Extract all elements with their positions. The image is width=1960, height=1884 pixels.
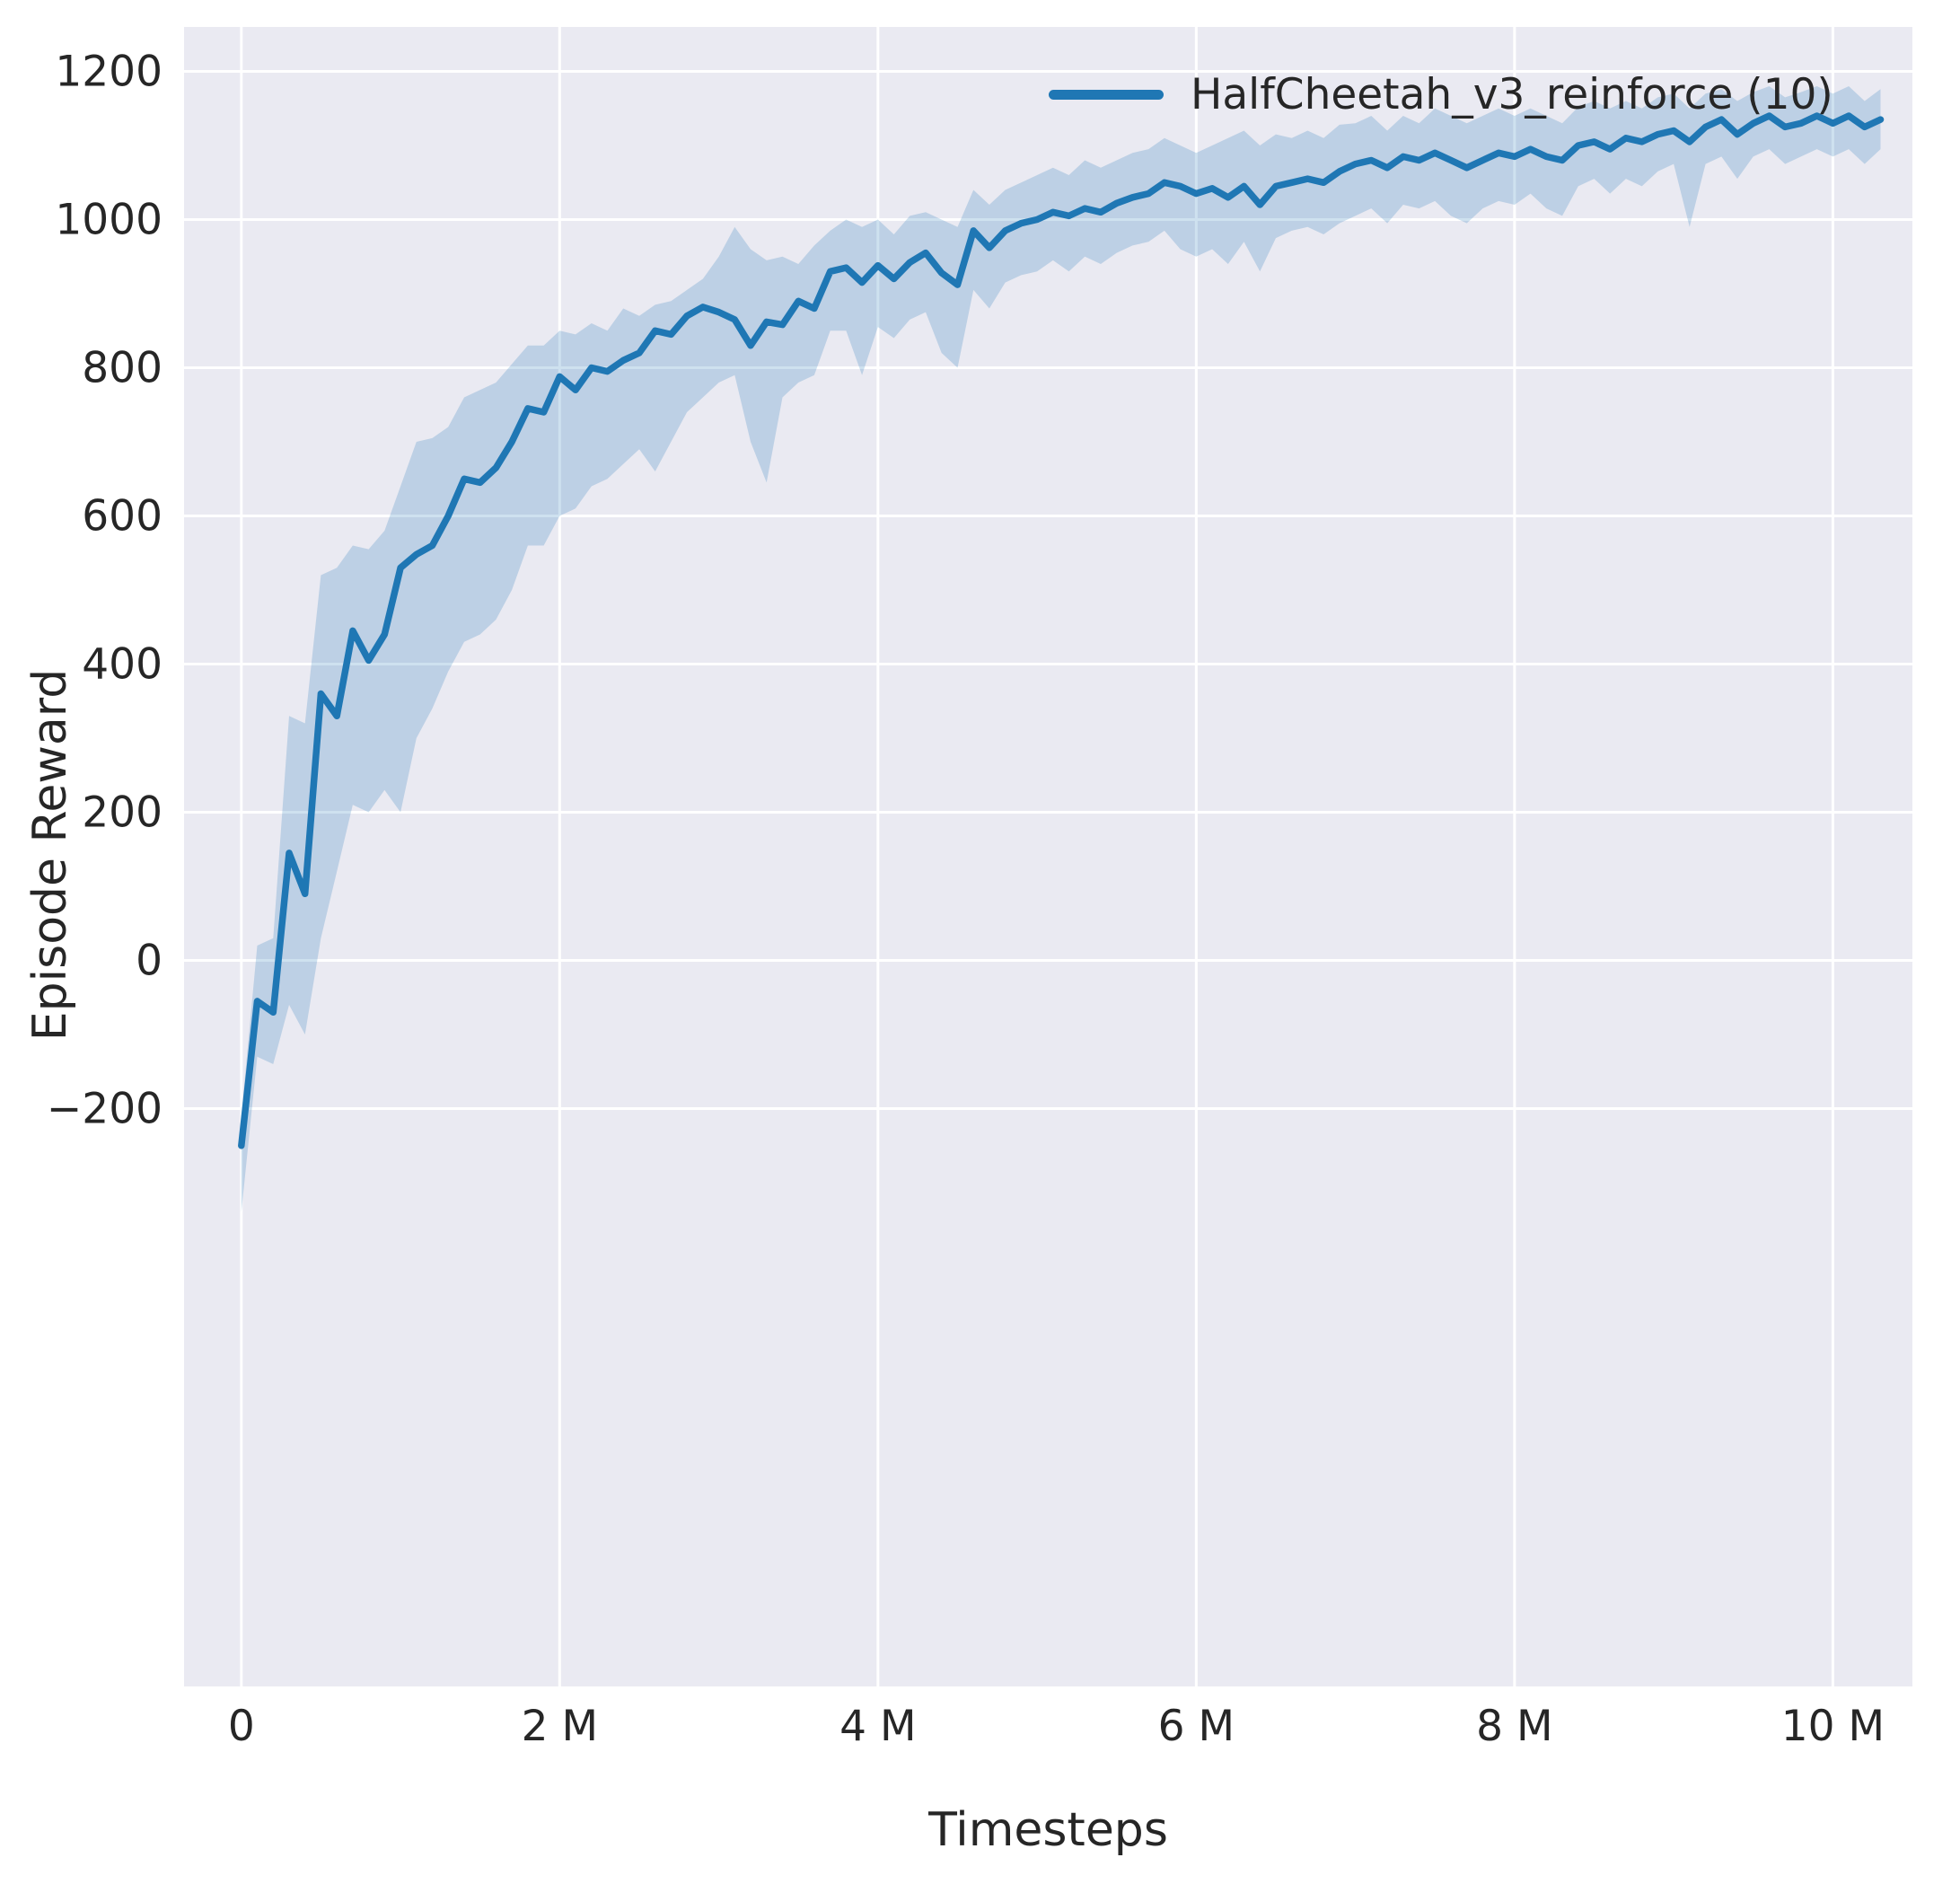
- y-tick-labels: −200 0 200 400 600 800 1000 1200: [47, 48, 163, 1134]
- x-tick-label: 0: [228, 1702, 255, 1751]
- y-tick-label: 1000: [55, 196, 163, 245]
- y-tick-label: 400: [82, 640, 163, 690]
- x-tick-label: 6 M: [1158, 1702, 1235, 1751]
- x-tick-label: 2 M: [522, 1702, 598, 1751]
- gridlines: [184, 27, 1912, 1686]
- y-tick-label: 200: [82, 788, 163, 838]
- x-tick-label: 8 M: [1476, 1702, 1552, 1751]
- y-tick-label: 800: [82, 344, 163, 393]
- x-tick-labels: 0 2 M 4 M 6 M 8 M 10 M: [228, 1702, 1885, 1751]
- legend-line-swatch: [1049, 90, 1164, 100]
- x-tick-label: 4 M: [839, 1702, 916, 1751]
- y-tick-label: −200: [47, 1085, 163, 1134]
- plot-area: [184, 27, 1912, 1686]
- y-tick-label: 1200: [55, 48, 163, 97]
- y-tick-label: 600: [82, 492, 163, 541]
- y-tick-label: 0: [136, 937, 163, 986]
- series-line: [238, 112, 1885, 1149]
- x-axis-label: Timesteps: [928, 1803, 1168, 1857]
- x-tick-label: 10 M: [1781, 1702, 1885, 1751]
- legend-label: HalfCheetah_v3_reinforce (10): [1191, 70, 1833, 119]
- legend: HalfCheetah_v3_reinforce (10): [1049, 70, 1833, 119]
- confidence-band: [241, 86, 1881, 1212]
- y-axis-label: Episode Reward: [23, 668, 77, 1042]
